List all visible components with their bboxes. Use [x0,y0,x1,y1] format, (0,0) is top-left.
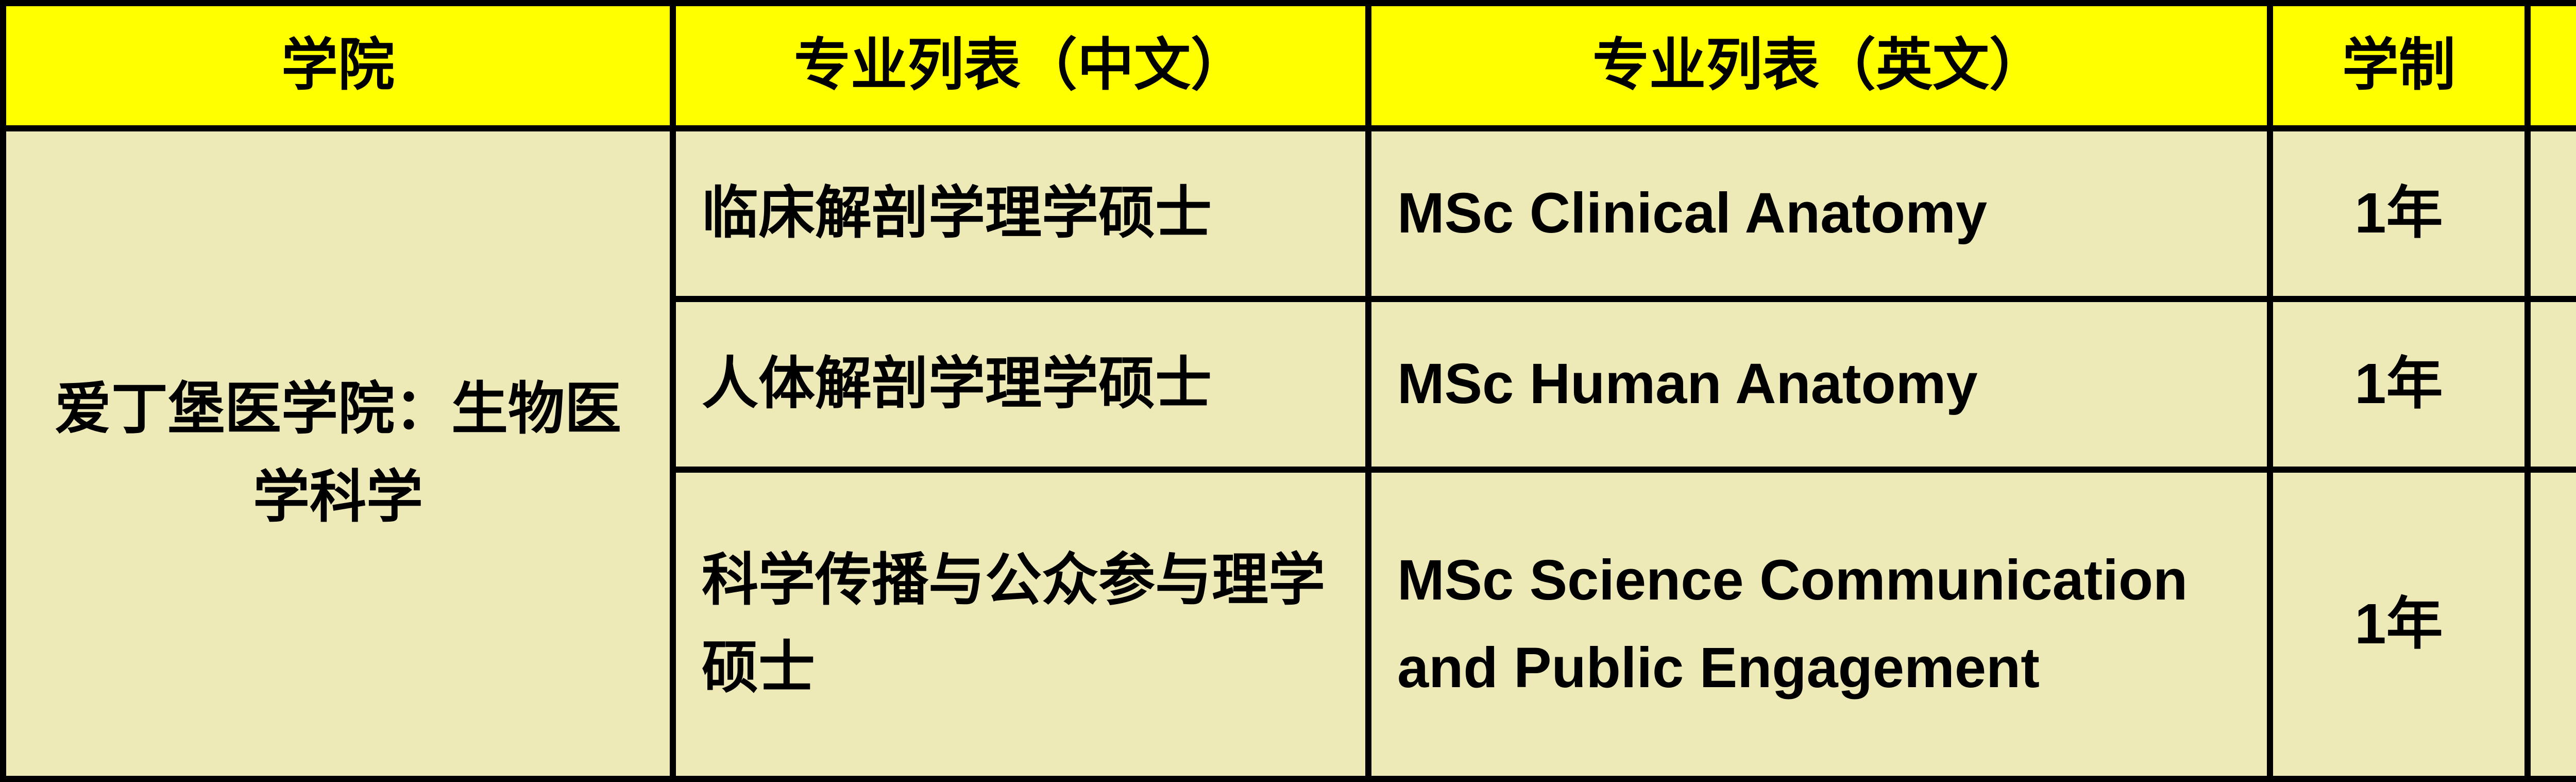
cell-en: MSc Human Anatomy [1368,299,2270,470]
table-header-row: 学院 专业列表（中文） 专业列表（英文） 学制 学费 [3,3,2576,128]
col-header-en: 专业列表（英文） [1368,3,2270,128]
cell-en: MSc Science Communication and Public Eng… [1368,470,2270,779]
cell-duration: 1年 [2270,470,2528,779]
col-header-school: 学院 [3,3,673,128]
cell-en: MSc Clinical Anatomy [1368,128,2270,299]
cell-fee: 35300英镑/年 [2528,128,2576,299]
programs-table: 学院 专业列表（中文） 专业列表（英文） 学制 学费 爱丁堡医学院：生物医学科学… [0,0,2576,782]
cell-fee: 28800英镑/年 [2528,470,2576,779]
cell-fee: 35300英镑/年 [2528,299,2576,470]
col-header-duration: 学制 [2270,3,2528,128]
cell-cn: 人体解剖学理学硕士 [673,299,1368,470]
school-cell: 爱丁堡医学院：生物医学科学 [3,128,673,779]
programs-table-container: 学院 专业列表（中文） 专业列表（英文） 学制 学费 爱丁堡医学院：生物医学科学… [0,0,2576,782]
col-header-cn: 专业列表（中文） [673,3,1368,128]
col-header-fee: 学费 [2528,3,2576,128]
cell-duration: 1年 [2270,299,2528,470]
table-row: 爱丁堡医学院：生物医学科学 临床解剖学理学硕士 MSc Clinical Ana… [3,128,2576,299]
cell-cn: 临床解剖学理学硕士 [673,128,1368,299]
cell-cn: 科学传播与公众参与理学硕士 [673,470,1368,779]
cell-duration: 1年 [2270,128,2528,299]
